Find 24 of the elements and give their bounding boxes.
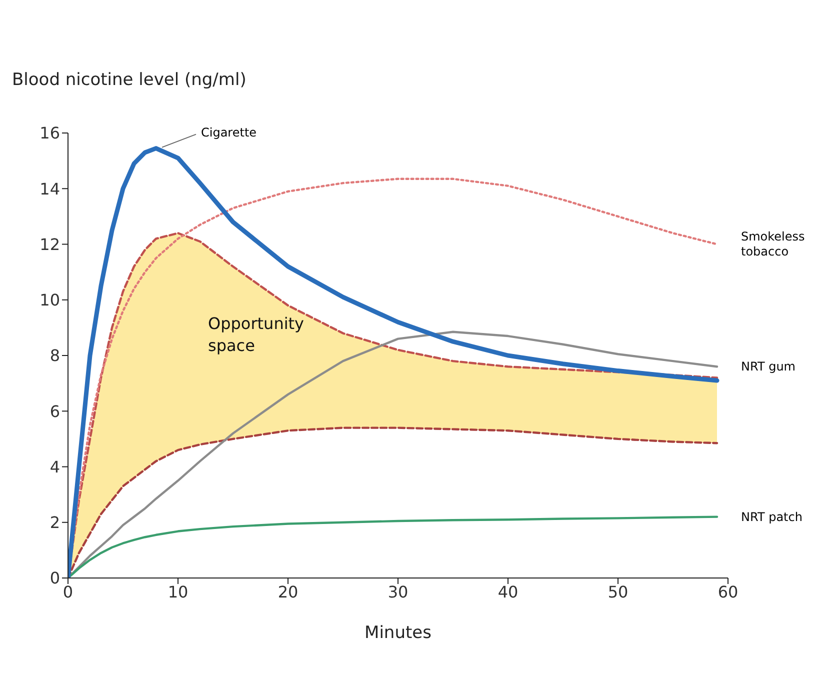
y-tick-label: 12 [40,234,60,254]
x-axis-title: Minutes [364,623,432,643]
y-tick-label: 0 [50,568,60,588]
series-label: NRT patch [741,510,802,524]
series-label: NRT gum [741,360,796,374]
text: Smokeless tobacco [741,229,805,258]
y-tick-label: 14 [40,179,60,198]
x-tick-label: 60 [718,582,738,602]
x-tick-label: 50 [608,582,628,602]
x-tick-label: 40 [498,582,518,602]
x-tick-label: 0 [62,582,74,602]
x-tick-label: 30 [388,582,408,602]
y-tick-label: 2 [50,513,60,532]
annotation: Opportunity space [208,313,306,357]
y-tick-label: 10 [40,290,60,310]
y-tick-label: 8 [50,346,60,366]
y-tick-label: 4 [50,457,60,476]
text: Cigarette [201,125,257,140]
y-tick-label: 16 [40,124,60,143]
y-tick-label: 6 [50,402,60,421]
y-axis-title: Blood nicotine level (ng/ml) [12,70,246,90]
x-tick-label: 10 [168,582,188,602]
x-tick-label: 20 [278,582,298,602]
line-series [68,516,718,578]
